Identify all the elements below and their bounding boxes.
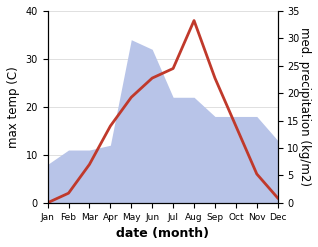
Y-axis label: max temp (C): max temp (C) [7,66,20,148]
X-axis label: date (month): date (month) [116,227,209,240]
Y-axis label: med. precipitation (kg/m2): med. precipitation (kg/m2) [298,27,311,186]
